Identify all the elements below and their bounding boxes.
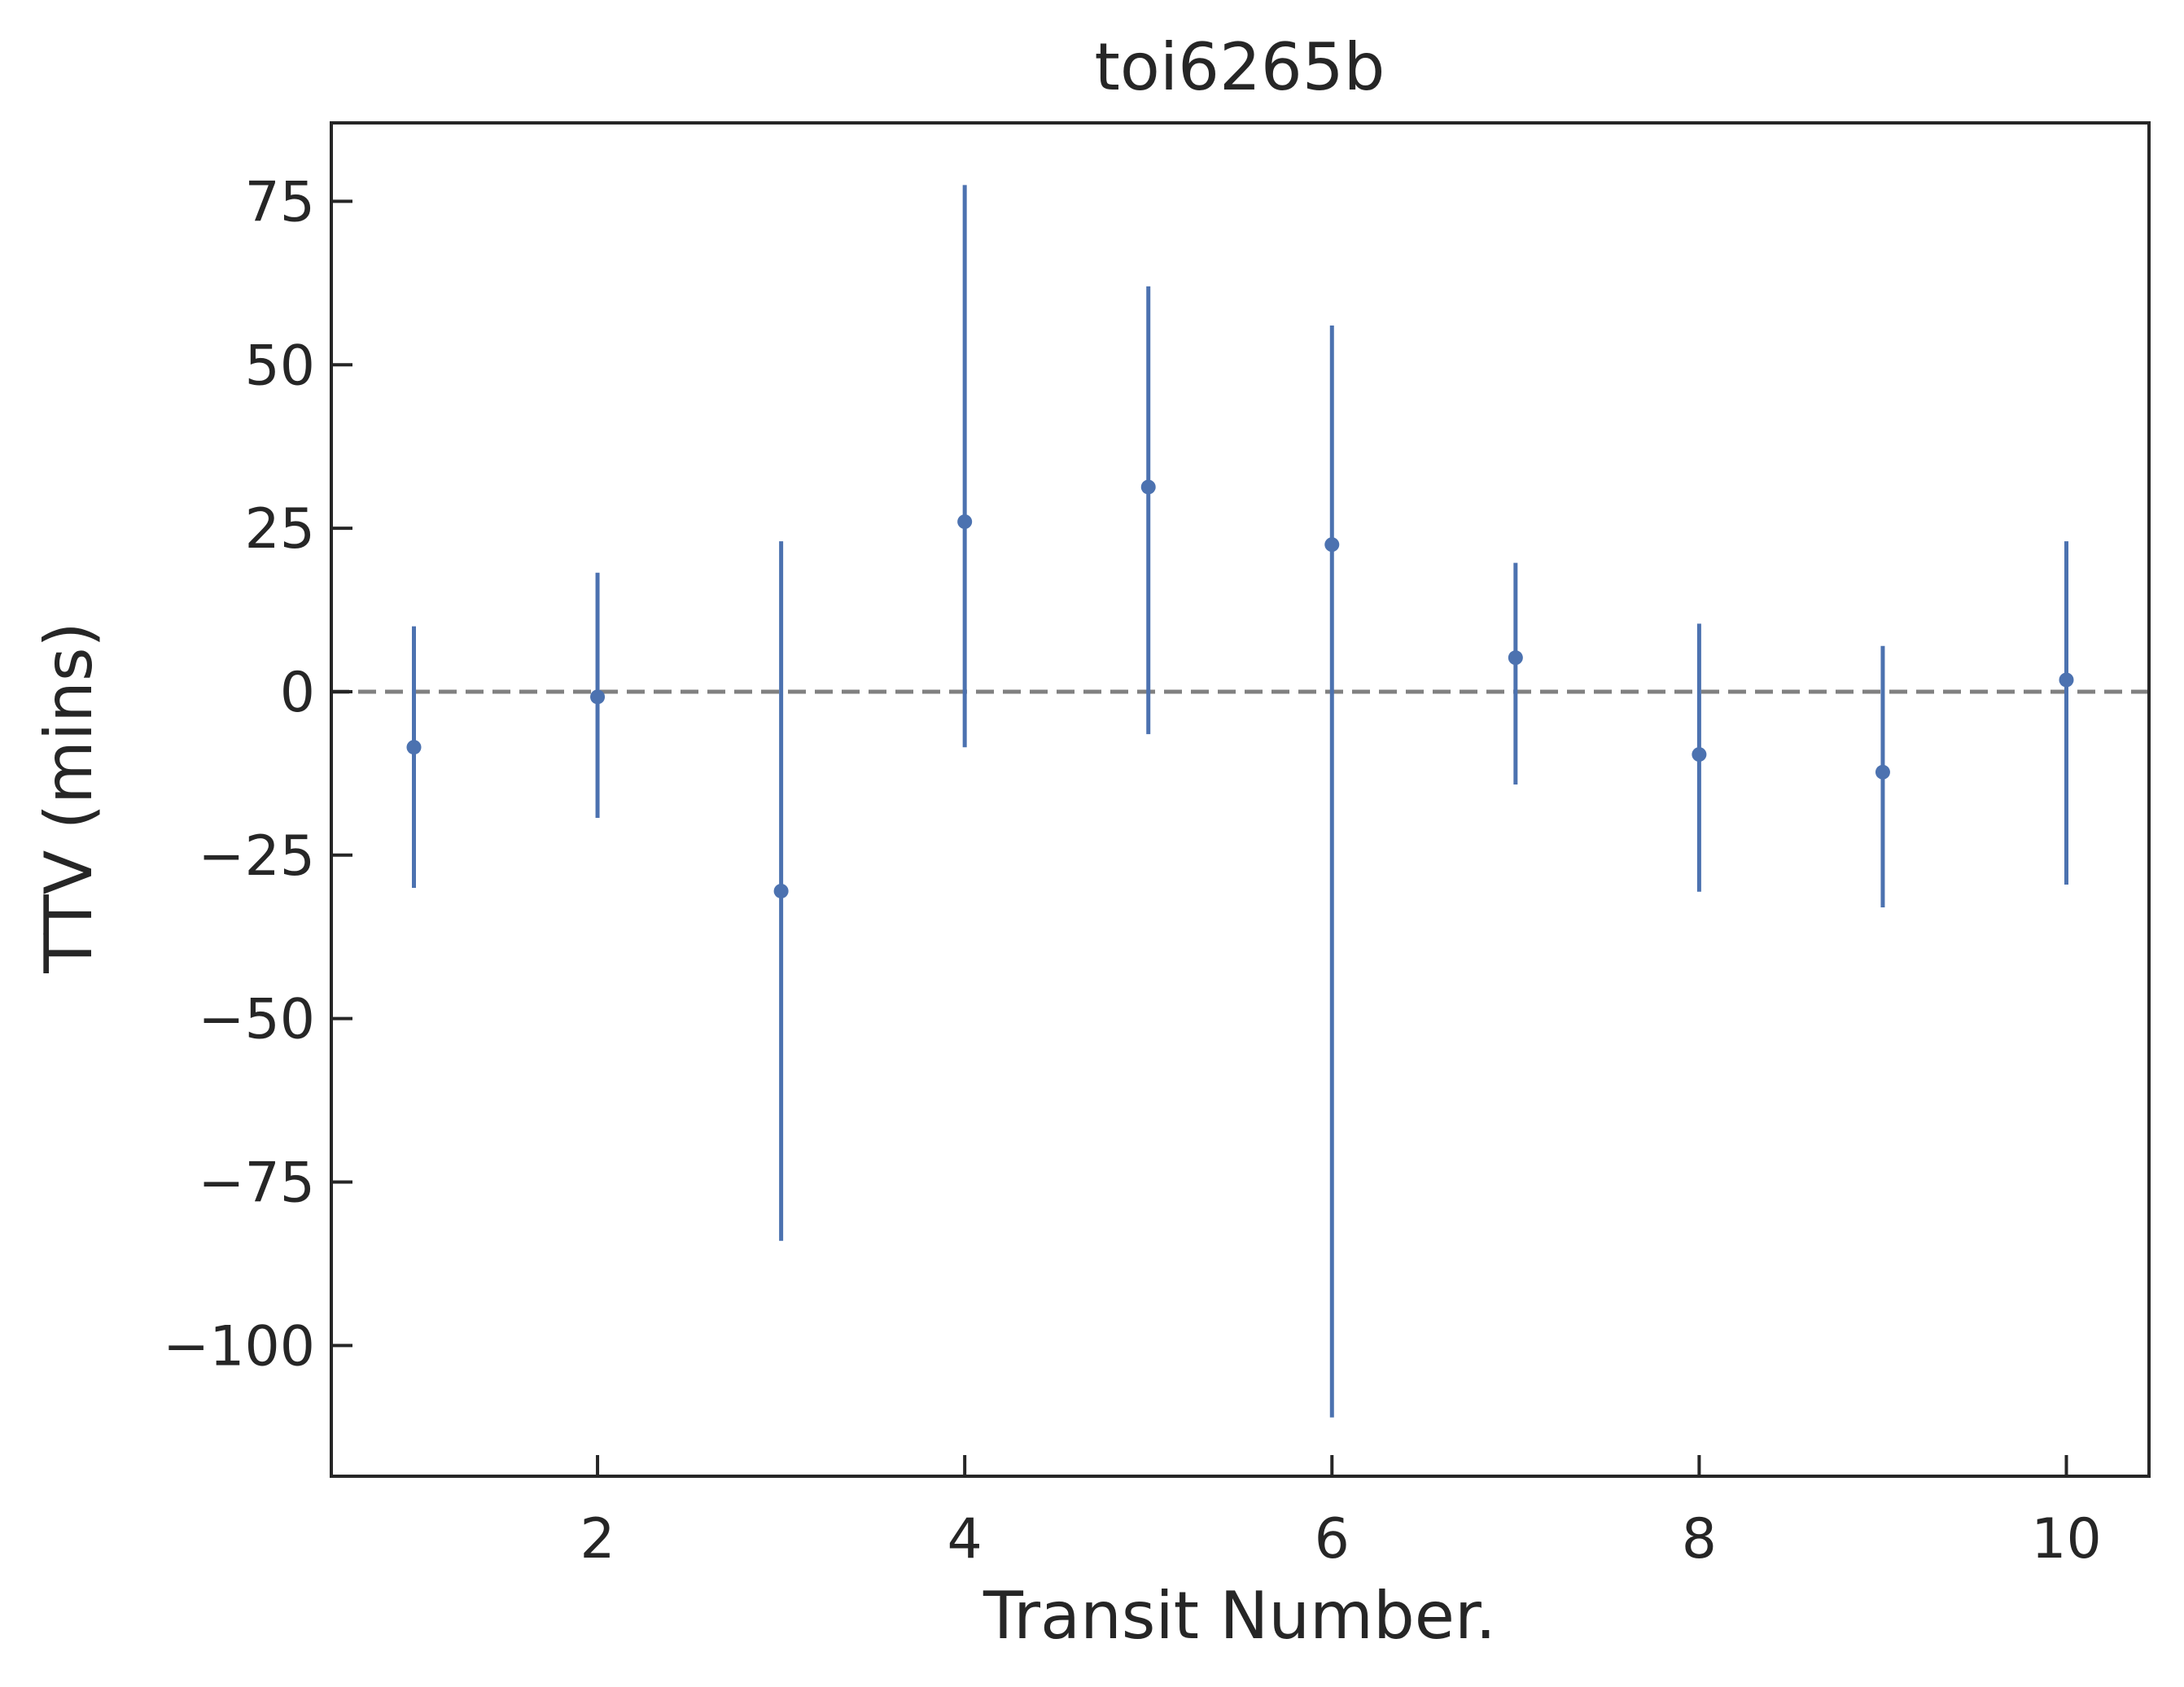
x-axis-label: Transit Number. <box>983 1578 1496 1654</box>
data-point-1 <box>406 740 422 755</box>
plot-frame <box>330 121 2151 1478</box>
data-point-5 <box>1140 479 1156 495</box>
y-tick-label--50: −50 <box>198 988 315 1052</box>
x-tick-label-2: 2 <box>580 1507 615 1571</box>
y-tick-label--75: −75 <box>198 1151 315 1215</box>
data-point-9 <box>1875 764 1890 780</box>
plot-area: 2 4 6 8 10 75 50 25 0 −25 −50 −75 −100 <box>163 121 2151 1571</box>
y-tick-label--100: −100 <box>163 1314 315 1379</box>
y-tick-label-0: 0 <box>280 661 315 725</box>
x-tick-label-4: 4 <box>948 1507 983 1571</box>
data-point-10 <box>2059 672 2074 688</box>
data-point-8 <box>1692 747 1707 763</box>
x-tick-label-8: 8 <box>1682 1507 1717 1571</box>
data-point-6 <box>1324 537 1340 553</box>
x-tick-label-10: 10 <box>2031 1507 2102 1571</box>
data-point-3 <box>773 883 789 898</box>
y-tick-label-25: 25 <box>244 497 315 562</box>
y-tick-label-50: 50 <box>244 334 315 398</box>
data-point-7 <box>1508 650 1523 666</box>
y-tick-label-75: 75 <box>244 170 315 234</box>
data-point-4 <box>957 514 973 530</box>
x-tick-label-6: 6 <box>1315 1507 1350 1571</box>
data-point-2 <box>590 689 606 705</box>
chart-title: toi6265b <box>1095 29 1385 105</box>
y-axis-label: TTV (mins) <box>31 622 107 973</box>
y-tick-label--25: −25 <box>198 824 315 889</box>
